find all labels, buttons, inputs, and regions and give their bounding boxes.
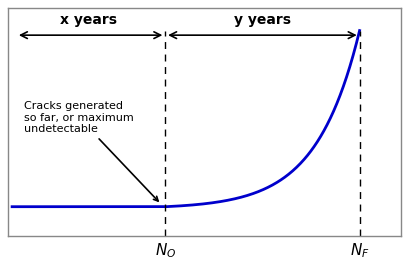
Text: y years: y years (234, 13, 291, 27)
Text: $N_O$: $N_O$ (155, 241, 176, 257)
Text: $N_F$: $N_F$ (350, 241, 369, 257)
Text: x years: x years (60, 13, 117, 27)
Text: Cracks generated
so far, or maximum
undetectable: Cracks generated so far, or maximum unde… (24, 101, 158, 201)
